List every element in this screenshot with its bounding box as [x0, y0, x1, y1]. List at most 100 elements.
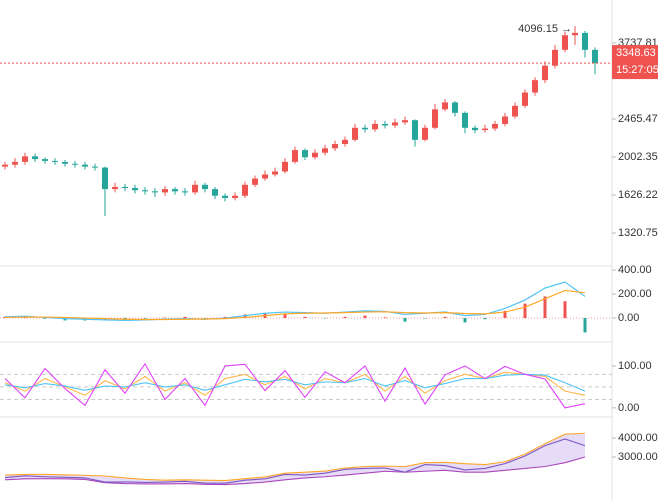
candle-body: [522, 92, 528, 106]
macd-line: [4, 289, 586, 321]
candle-body: [92, 166, 98, 168]
band-line: [4, 438, 586, 484]
last-price-label: 3348.63: [616, 47, 656, 59]
candle-body: [52, 160, 58, 162]
candle-body: [102, 167, 108, 190]
candle-body: [422, 127, 428, 140]
macd-bar: [483, 318, 487, 320]
candle-body: [262, 174, 268, 179]
macd-bar: [583, 318, 587, 333]
candle-body: [542, 65, 548, 81]
candle-body: [2, 164, 8, 167]
candle-body: [472, 127, 478, 131]
candle-body: [512, 105, 518, 117]
candle-body: [62, 161, 68, 164]
kdj-line: [4, 362, 586, 409]
candle-body: [582, 32, 588, 50]
macd-bar: [343, 316, 347, 319]
candle-body: [312, 152, 318, 158]
macd-bar: [463, 318, 467, 323]
y-tick-label: 0.00: [618, 402, 639, 414]
candle-body: [172, 189, 178, 192]
y-tick-label: 200.00: [618, 288, 652, 300]
candle-body: [452, 102, 458, 113]
candle-body: [322, 148, 328, 153]
candle-body: [532, 80, 538, 93]
candle-body: [562, 35, 568, 50]
candle-body: [222, 195, 228, 199]
candle-body: [142, 190, 148, 192]
candle-body: [212, 189, 218, 196]
candle-body: [372, 123, 378, 130]
macd-bar: [283, 314, 287, 319]
candle-body: [112, 186, 118, 190]
candle-body: [252, 178, 258, 185]
candle-body: [342, 139, 348, 145]
candle-body: [32, 156, 38, 160]
candle-body: [412, 120, 418, 140]
candle-body: [72, 163, 78, 165]
candle-body: [432, 109, 438, 128]
candle-body: [462, 112, 468, 128]
candle-body: [22, 156, 28, 162]
countdown-label: 15:27:05: [616, 64, 659, 76]
candle-body: [272, 171, 278, 175]
candle-body: [132, 188, 138, 191]
macd-bar: [543, 296, 547, 319]
candle-body: [492, 123, 498, 129]
candle-body: [122, 186, 128, 189]
candle-body: [82, 164, 88, 167]
candle-body: [182, 191, 188, 193]
candle-body: [162, 189, 168, 193]
candle-body: [42, 159, 48, 161]
y-tick-label: 4000.00: [618, 432, 658, 444]
candle-body: [202, 184, 208, 190]
candle-body: [352, 127, 358, 140]
macd-bar: [183, 316, 187, 319]
candle-body: [232, 195, 238, 199]
macd-bar: [363, 315, 367, 319]
y-tick-label: 1320.75: [618, 227, 658, 239]
macd-bar: [403, 318, 407, 322]
macd-bar: [303, 316, 307, 319]
candle-body: [502, 116, 508, 124]
candle-body: [12, 161, 18, 165]
candle-body: [572, 32, 578, 36]
macd-bar: [43, 318, 47, 319]
macd-bar: [523, 303, 527, 319]
y-tick-label: 100.00: [618, 360, 652, 372]
candle-body: [392, 122, 398, 126]
candle-body: [192, 184, 198, 193]
y-tick-label: 0.00: [618, 312, 639, 324]
macd-bar: [503, 310, 507, 319]
candle-body: [442, 102, 448, 110]
candle-body: [402, 120, 408, 123]
high-annotation: 4096.15 →: [518, 23, 572, 35]
band-line: [4, 456, 586, 486]
candle-body: [552, 49, 558, 66]
band-line: [4, 432, 586, 482]
candle-body: [382, 123, 388, 126]
last-price-box: [612, 45, 658, 80]
macd-bar: [563, 301, 567, 319]
y-tick-label: 400.00: [618, 264, 652, 276]
candle-body: [592, 49, 598, 64]
macd-bar: [143, 318, 147, 319]
kdj-line: [4, 373, 586, 392]
y-tick-label: 2002.35: [618, 151, 658, 163]
candle-body: [292, 150, 298, 162]
y-tick-label: 2465.47: [618, 113, 658, 125]
macd-bar: [443, 316, 447, 319]
y-tick-label: 1626.22: [618, 189, 658, 201]
candle-body: [242, 184, 248, 196]
candle-body: [282, 161, 288, 172]
candle-body: [362, 127, 368, 130]
candle-body: [302, 150, 308, 158]
y-tick-label: 3000.00: [618, 451, 658, 463]
candle-body: [482, 128, 488, 131]
candle-body: [332, 144, 338, 149]
candle-body: [152, 191, 158, 193]
macd-bar: [383, 317, 387, 319]
